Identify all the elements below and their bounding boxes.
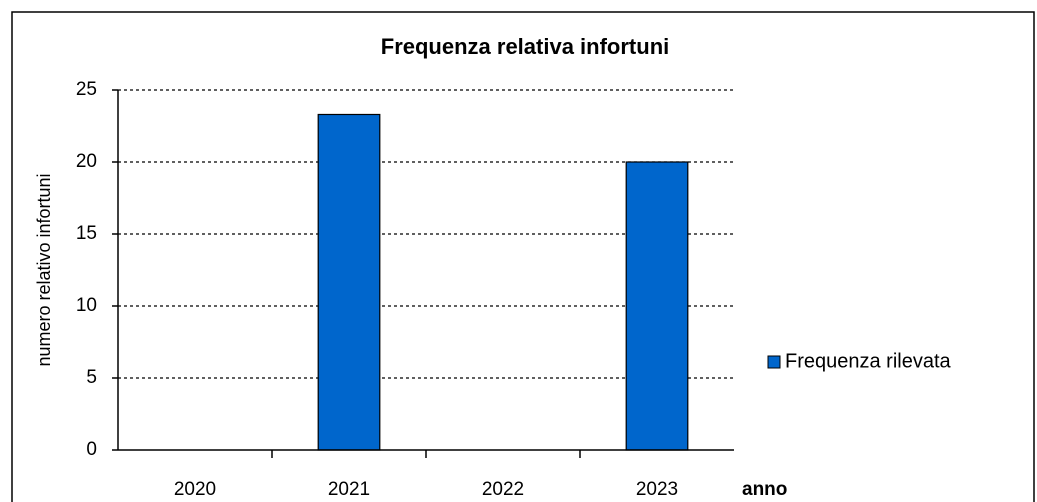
y-tick-label: 20 (76, 151, 97, 172)
y-axis-label: numero relativo infortuni (34, 173, 54, 366)
legend-swatch (767, 355, 781, 369)
x-axis-label: anno (742, 479, 787, 500)
chart-border (11, 11, 1035, 502)
bar (317, 113, 381, 451)
y-tick-label: 0 (86, 439, 97, 460)
y-tick-label: 5 (86, 367, 97, 388)
y-tick-label: 15 (76, 223, 97, 244)
x-tick-label: 2020 (174, 479, 216, 500)
x-tick-label: 2022 (482, 479, 524, 500)
legend-label: Frequenza rilevata (785, 350, 952, 372)
x-tick-label: 2021 (328, 479, 370, 500)
chart-title: Frequenza relativa infortuni (381, 34, 670, 59)
y-tick-label: 10 (76, 295, 97, 316)
y-tick-label: 25 (76, 79, 97, 100)
x-tick-label: 2023 (636, 479, 678, 500)
bar (625, 161, 689, 451)
